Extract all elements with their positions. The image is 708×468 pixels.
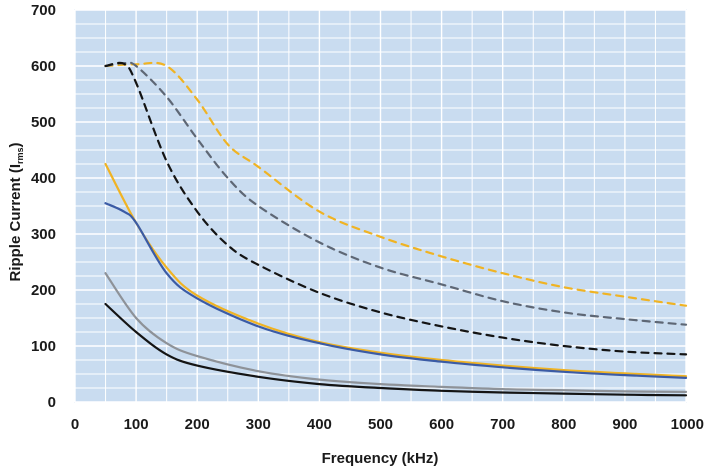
x-tick-labels: 0 100 200 300 400 500 600 700 800 900 1000	[71, 416, 704, 433]
x-tick-label: 1000	[671, 416, 704, 433]
x-tick-label: 500	[368, 416, 393, 433]
y-axis-title-subscript: rms	[15, 147, 25, 164]
series-line-5-solid	[104, 202, 688, 379]
grid-lines	[74, 9, 687, 403]
x-tick-label: 900	[612, 416, 637, 433]
series-line-1-dashed	[104, 61, 688, 307]
x-axis-title: Frequency (kHz)	[322, 450, 439, 467]
y-tick-label: 700	[31, 2, 56, 19]
y-tick-label: 200	[31, 282, 56, 299]
x-tick-label: 200	[185, 416, 210, 433]
y-tick-label: 600	[31, 58, 56, 75]
x-tick-label: 600	[429, 416, 454, 433]
y-tick-label: 300	[31, 226, 56, 243]
series-line-3-dashed	[104, 61, 688, 356]
y-axis-title-main: Ripple Current (I	[7, 164, 24, 282]
x-tick-label: 700	[490, 416, 515, 433]
y-tick-label: 0	[48, 394, 56, 411]
x-tick-label: 300	[246, 416, 271, 433]
y-tick-label: 500	[31, 114, 56, 131]
y-tick-label: 100	[31, 338, 56, 355]
series-line-6-solid	[104, 272, 688, 393]
x-tick-label: 0	[71, 416, 79, 433]
series-lines	[104, 61, 688, 397]
y-axis-title: Ripple Current (Irms)	[7, 142, 25, 281]
y-axis-title-close: )	[7, 142, 24, 147]
y-tick-labels: 0 100 200 300 400 500 600 700	[31, 2, 56, 411]
x-tick-label: 400	[307, 416, 332, 433]
series-line-4-solid	[104, 162, 688, 378]
series-line-2-dashed	[104, 61, 688, 326]
x-tick-label: 100	[124, 416, 149, 433]
y-tick-label: 400	[31, 170, 56, 187]
x-tick-label: 800	[551, 416, 576, 433]
series-line-7-solid	[104, 302, 688, 397]
